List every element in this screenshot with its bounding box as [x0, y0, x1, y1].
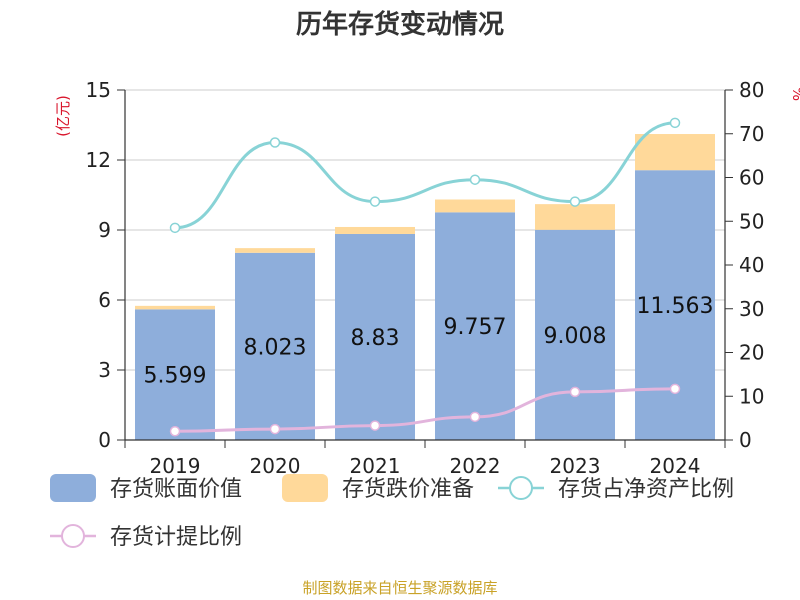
bar-book-value — [435, 212, 515, 440]
right-tick-label: 30 — [739, 297, 764, 321]
right-tick-label: 0 — [739, 428, 752, 452]
legend-label: 存货账面价值 — [110, 477, 242, 502]
ratio-net-assets-point — [569, 196, 581, 207]
left-tick-label: 12 — [86, 148, 111, 172]
legend-label: 存货计提比例 — [110, 525, 242, 550]
right-tick-label: 20 — [739, 341, 764, 365]
bar-impairment — [335, 226, 415, 234]
bar-value-label: 5.599 — [144, 364, 207, 389]
legend-label: 存货跌价准备 — [342, 477, 474, 502]
left-tick-label: 6 — [98, 288, 111, 312]
bar-impairment — [135, 305, 215, 310]
bar-value-labels: 5.599 8.023 8.83 9.757 9.008 11.563 — [144, 294, 714, 389]
provision-ratio-point — [269, 423, 281, 435]
source-note: 制图数据来自恒生聚源数据库 — [302, 579, 498, 597]
provision-ratio-point — [569, 386, 581, 398]
right-tick-label: 70 — [739, 122, 764, 146]
bar-book-value — [135, 309, 215, 440]
ratio-net-assets-point — [169, 222, 181, 234]
line-series — [169, 117, 681, 437]
right-tick-label: 80 — [739, 78, 764, 102]
legend-label: 存货占净资产比例 — [558, 477, 734, 502]
bar-series — [135, 134, 715, 441]
legend-swatch-marker — [61, 524, 85, 548]
right-tick-label: 10 — [739, 384, 764, 408]
bar-book-value — [335, 233, 415, 440]
left-tick-label: 3 — [98, 358, 111, 382]
x-tick-label: 2024 — [650, 454, 701, 478]
bar-value-label: 8.83 — [351, 326, 400, 351]
provision-ratio-point — [169, 426, 181, 437]
right-tick-label: 40 — [739, 253, 764, 277]
legend-swatch — [50, 474, 96, 502]
legend-swatch — [282, 474, 328, 502]
bar-impairment — [535, 204, 615, 230]
x-tick-label: 2023 — [550, 454, 601, 478]
left-tick-label: 15 — [86, 78, 111, 102]
bar-impairment — [235, 248, 315, 253]
right-axis-title: % — [789, 87, 800, 101]
left-axis-title: (亿元) — [54, 95, 72, 137]
ratio-net-assets-point — [669, 117, 681, 129]
bar-book-value — [535, 229, 615, 440]
provision-ratio-point — [369, 420, 381, 431]
bar-value-label: 11.563 — [637, 294, 714, 319]
ratio-net-assets-line — [174, 121, 676, 230]
x-tick-label: 2021 — [350, 454, 401, 478]
left-tick-label: 9 — [98, 218, 111, 242]
provision-ratio-line — [174, 387, 676, 433]
bar-book-value — [635, 170, 715, 441]
bar-impairment — [435, 199, 515, 213]
bar-book-value — [235, 252, 315, 440]
x-tick-label: 2022 — [450, 454, 501, 478]
bar-value-label: 8.023 — [244, 335, 307, 360]
ratio-net-assets-point — [369, 196, 381, 207]
bar-value-label: 9.757 — [444, 315, 507, 340]
chart-title: 历年存货变动情况 — [295, 10, 504, 40]
provision-ratio-point — [469, 411, 481, 423]
left-tick-label: 0 — [98, 428, 111, 452]
legend-swatch-marker — [509, 476, 533, 500]
bar-value-label: 9.008 — [544, 324, 607, 349]
x-tick-label: 2019 — [150, 454, 201, 478]
right-tick-label: 60 — [739, 166, 764, 190]
provision-ratio-point — [669, 383, 681, 395]
right-tick-label: 50 — [739, 209, 764, 233]
ratio-net-assets-point — [269, 137, 281, 148]
bar-impairment — [635, 134, 715, 171]
ratio-net-assets-point — [469, 174, 481, 185]
